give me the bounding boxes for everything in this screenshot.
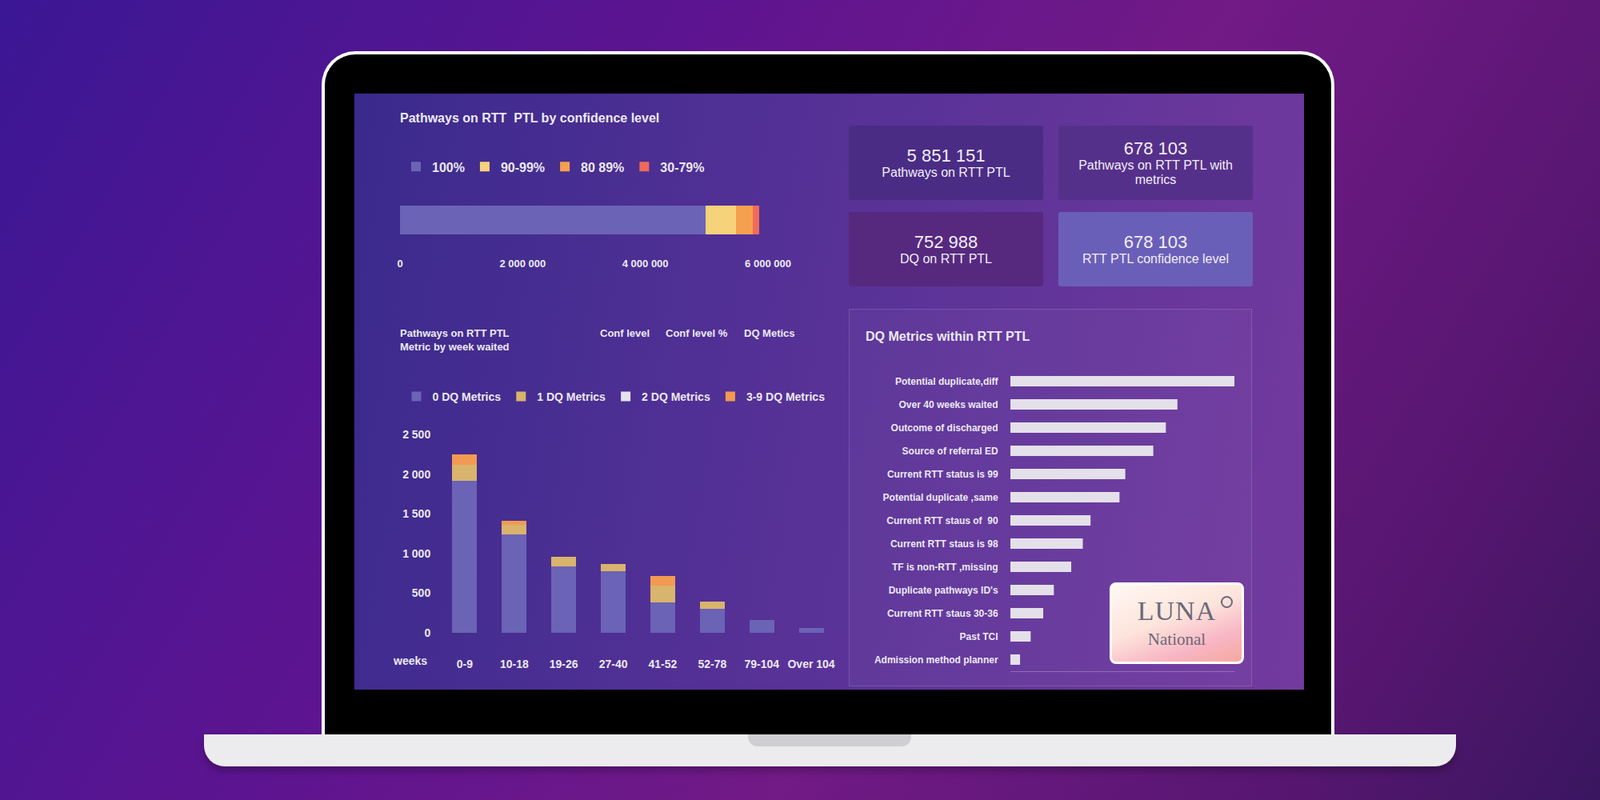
svg-text:Source of referral ED: Source of referral ED [902, 445, 999, 457]
html-text:DQ Metrics within RTT PTL: DQ Metrics within RTT PTL [865, 329, 1030, 344]
html-text:RTT PTL confidence level: RTT PTL confidence level [1082, 251, 1229, 266]
svg-text:TF is non-RTT ,missing: TF is non-RTT ,missing [892, 561, 999, 573]
svg-text:10-18: 10-18 [500, 657, 529, 671]
html-text:Pathways on RTT PTL with metri: Pathways on RTT PTL with metrics [1078, 158, 1233, 186]
svg-text:Current RTT staus is 98: Current RTT staus is 98 [890, 538, 999, 550]
html-text:Conf level %: Conf level % [665, 327, 728, 340]
svg-text:52-78: 52-78 [697, 657, 727, 671]
svg-text:80 89%: 80 89% [580, 160, 624, 175]
svg-text:0 DQ Metrics: 0 DQ Metrics [432, 390, 502, 404]
svg-text:0-9: 0-9 [456, 657, 473, 671]
svg-text:Current RTT staus of 90: Current RTT staus of 90 [886, 515, 999, 527]
html-text:DQ Metics: DQ Metics [744, 327, 795, 340]
svg-text:Outcome of discharged: Outcome of discharged [891, 422, 999, 434]
html-text:Pathways on RTT PTL Metric by: Pathways on RTT PTL Metric by week waite… [400, 327, 510, 353]
html-text:5 851 151: 5 851 151 [906, 145, 986, 166]
html-text:National: National [1147, 629, 1206, 649]
svg-text:30-79%: 30-79% [660, 160, 704, 175]
svg-text:Duplicate pathways ID's: Duplicate pathways ID's [888, 584, 999, 596]
svg-text:Current RTT staus 30-36: Current RTT staus 30-36 [887, 608, 999, 620]
svg-text:2 500: 2 500 [402, 428, 431, 441]
svg-text:100%: 100% [432, 160, 465, 175]
svg-text:2 DQ Metrics: 2 DQ Metrics [641, 390, 711, 404]
svg-text:weeks: weeks [392, 654, 428, 668]
html-text:678 103: 678 103 [1123, 231, 1188, 252]
svg-text:4 000 000: 4 000 000 [622, 257, 669, 270]
svg-text:79-104: 79-104 [744, 657, 780, 671]
svg-text:0: 0 [396, 257, 403, 270]
svg-text:3-9 DQ Metrics: 3-9 DQ Metrics [746, 390, 825, 404]
svg-text:19-26: 19-26 [549, 657, 579, 671]
svg-text:Potential duplicate ,same: Potential duplicate ,same [883, 492, 999, 504]
html-text:Pathways on RTT PTL: Pathways on RTT PTL [881, 165, 1011, 179]
svg-text:27-40: 27-40 [599, 657, 628, 671]
html-text:LUNA: LUNA [1137, 596, 1217, 626]
svg-text:2 000 000: 2 000 000 [499, 257, 546, 270]
svg-text:1 DQ Metrics: 1 DQ Metrics [536, 390, 606, 404]
html-text:678 103: 678 103 [1123, 138, 1188, 158]
svg-text:Admission method planner: Admission method planner [874, 654, 999, 666]
svg-text:2 000: 2 000 [402, 468, 431, 481]
svg-text:0: 0 [424, 626, 431, 640]
html-text:752 988: 752 988 [914, 231, 978, 252]
svg-text:Current RTT status is 99: Current RTT status is 99 [887, 468, 999, 480]
svg-text:Pathways on RTT PTL by confid: Pathways on RTT PTL by confidence level [400, 111, 660, 125]
html-text:Conf level: Conf level [600, 327, 650, 340]
svg-text:Past TCI: Past TCI [960, 631, 999, 643]
svg-text:500: 500 [412, 586, 432, 600]
svg-text:Potential duplicate,diff: Potential duplicate,diff [895, 376, 1000, 388]
svg-text:6 000 000: 6 000 000 [744, 257, 792, 270]
svg-text:Over 40 weeks waited: Over 40 weeks waited [899, 399, 999, 411]
svg-text:1 000: 1 000 [402, 547, 431, 560]
html-text:DQ on RTT PTL: DQ on RTT PTL [900, 251, 992, 266]
svg-text:Over 104: Over 104 [787, 657, 835, 671]
svg-text:90-99%: 90-99% [500, 160, 545, 175]
svg-text:41-52: 41-52 [648, 657, 678, 671]
svg-text:1 500: 1 500 [402, 507, 431, 520]
